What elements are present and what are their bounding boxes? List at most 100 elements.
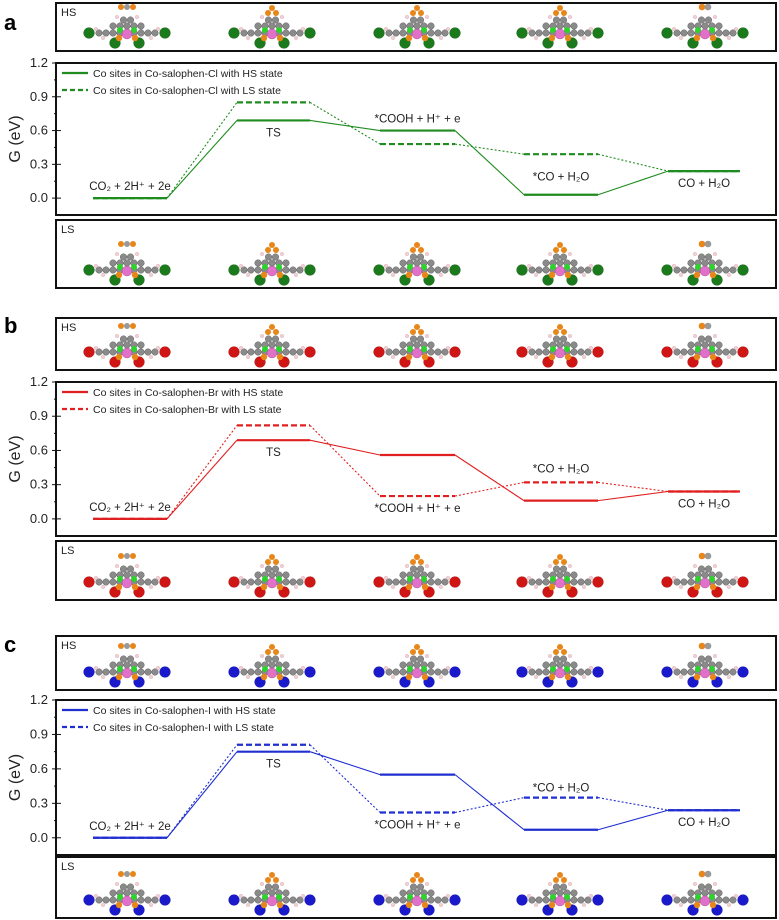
carbon-atom (687, 22, 695, 30)
carbon-atom (729, 578, 737, 586)
carbon-atom (282, 571, 290, 579)
carbon-atom (570, 266, 578, 274)
connector-line (166, 744, 238, 839)
connector-line (597, 797, 669, 811)
adsorbate-carbon (704, 3, 712, 11)
oxygen-atom (693, 34, 701, 42)
connector-line (454, 454, 525, 502)
y-tick-label: 1.2 (30, 374, 48, 389)
halogen-atom (373, 346, 385, 358)
carbon-atom (289, 578, 297, 586)
hydrogen-atom (149, 355, 153, 359)
adsorbate-carbon (704, 870, 712, 878)
halogen-atom (304, 346, 316, 358)
ls-structure-2 (228, 242, 316, 286)
carbon-atom (673, 29, 681, 37)
carbon-atom (385, 348, 393, 356)
nitrogen-atom (709, 27, 715, 33)
carbon-atom (151, 896, 159, 904)
oxygen-atom (421, 673, 429, 681)
y-tick-label: 0.0 (30, 830, 48, 845)
connector-line (309, 119, 381, 132)
adsorbate-oxygen (118, 4, 124, 10)
carbon-atom (715, 29, 723, 37)
connector-line (166, 102, 238, 199)
nitrogen-atom (407, 576, 413, 582)
carbon-atom (417, 253, 425, 261)
carbon-atom (399, 22, 407, 30)
adsorbate-oxygen (553, 559, 559, 565)
cobalt-atom (121, 895, 133, 907)
oxygen-atom (115, 34, 123, 42)
hydrogen-atom (405, 15, 409, 19)
nitrogen-atom (564, 264, 570, 270)
oxygen-atom (564, 901, 572, 909)
halogen-atom (304, 576, 316, 588)
oxygen-atom (260, 673, 268, 681)
oxygen-atom (115, 353, 123, 361)
carbon-atom (680, 348, 688, 356)
carbon-atom (427, 668, 435, 676)
adsorbate-oxygen (561, 247, 567, 253)
carbon-atom (680, 896, 688, 904)
carbon-atom (556, 22, 564, 30)
carbon-atom (417, 883, 425, 891)
adsorbate-oxygen (269, 554, 275, 560)
carbon-atom (247, 578, 255, 586)
hs-structure-2 (228, 644, 316, 688)
state-label: CO₂ + 2H⁺ + 2e (89, 181, 171, 193)
adsorbate-oxygen (553, 247, 559, 253)
adsorbate-oxygen (273, 247, 279, 253)
carbon-atom (705, 335, 713, 343)
hydrogen-atom (94, 346, 98, 350)
adsorbate-oxygen (269, 872, 275, 878)
carbon-atom (427, 889, 435, 897)
adsorbate-oxygen (557, 872, 563, 878)
carbon-atom (560, 565, 568, 573)
adsorbate-oxygen (418, 877, 424, 883)
hydrogen-atom (527, 666, 531, 670)
hydrogen-atom (294, 36, 298, 40)
hydrogen-atom (246, 585, 250, 589)
carbon-atom (144, 29, 152, 37)
hydrogen-atom (239, 894, 243, 898)
carbon-atom (680, 578, 688, 586)
panel-c: c HS LS 0.0 0.3 0.6 0.9 1.2 G (eV) Co sites in Co… (4, 632, 777, 919)
carbon-atom (556, 341, 564, 349)
halogen-atom (592, 894, 604, 906)
carbon-atom (427, 661, 435, 669)
carbon-atom (289, 896, 297, 904)
carbon-atom (542, 661, 550, 669)
carbon-atom (289, 668, 297, 676)
carbon-atom (109, 578, 117, 586)
halogen-atom (516, 264, 528, 276)
cobalt-atom (121, 265, 133, 277)
hydrogen-atom (713, 654, 717, 658)
nitrogen-atom (421, 27, 427, 33)
halogen-atom (373, 27, 385, 39)
oxygen-atom (421, 583, 429, 591)
ls-series (93, 743, 740, 839)
carbon-atom (722, 668, 730, 676)
hydrogen-atom (384, 27, 388, 31)
adsorbate-oxygen (118, 241, 124, 247)
hs-structure-5 (661, 3, 749, 49)
connector-line (309, 751, 381, 776)
ls-structure-2 (228, 872, 316, 916)
carbon-atom (441, 266, 449, 274)
adsorbate-oxygen (269, 242, 275, 248)
carbon-atom (399, 889, 407, 897)
y-tick-label: 1.2 (30, 692, 48, 707)
halogen-atom (516, 576, 528, 588)
carbon-atom (441, 29, 449, 37)
carbon-atom (570, 578, 578, 586)
carbon-atom (417, 655, 425, 663)
carbon-atom (144, 348, 152, 356)
nitrogen-atom (564, 27, 570, 33)
carbon-atom (123, 889, 131, 897)
hydrogen-atom (582, 675, 586, 679)
carbon-atom (119, 16, 127, 24)
carbon-atom (556, 661, 564, 669)
hydrogen-atom (693, 334, 697, 338)
carbon-atom (687, 661, 695, 669)
